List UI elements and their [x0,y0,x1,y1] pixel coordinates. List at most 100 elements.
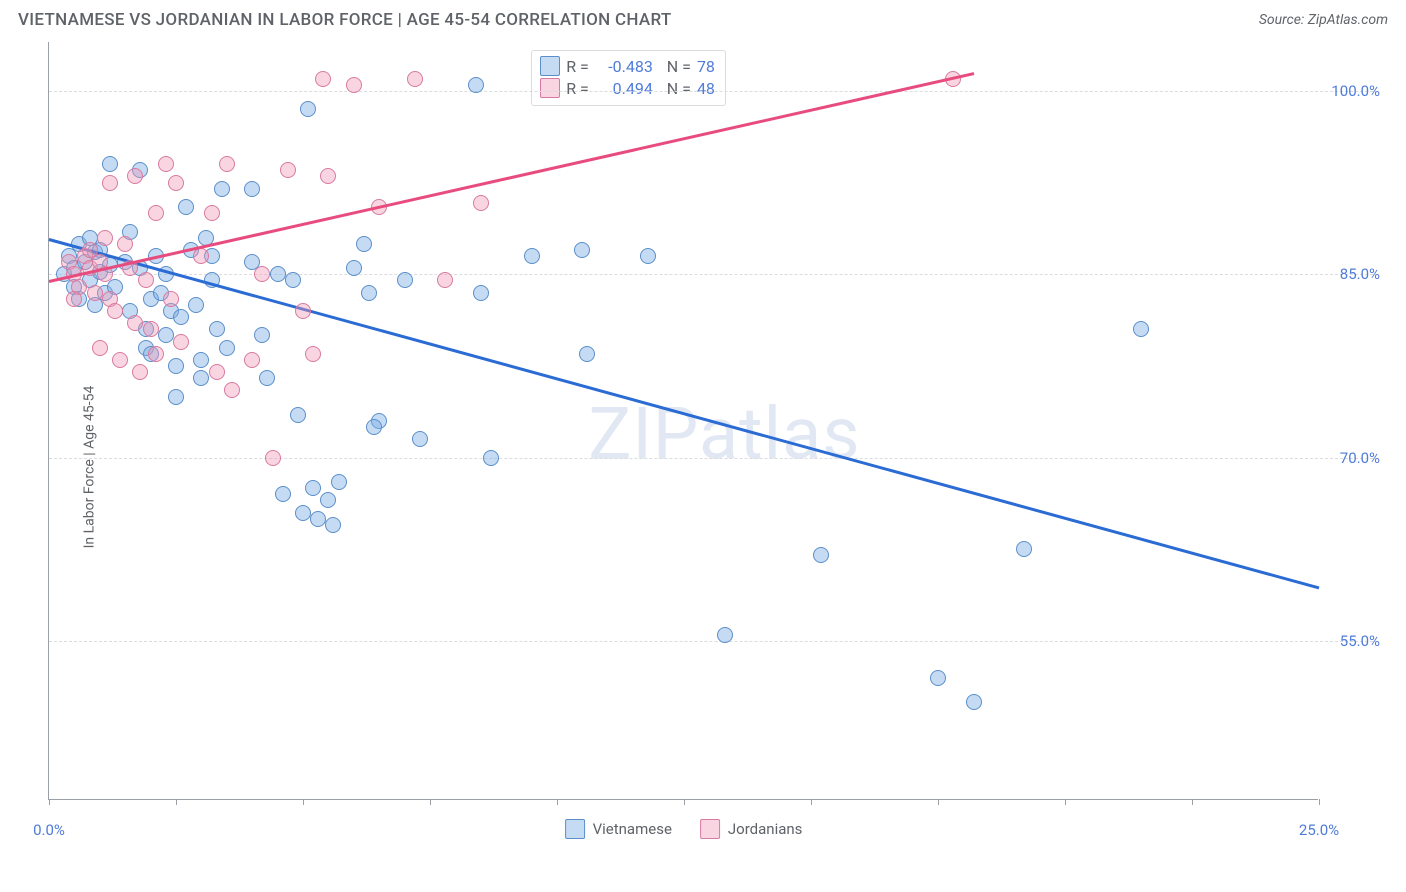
data-point [361,285,377,301]
data-point [346,260,362,276]
swatch-icon [565,819,585,839]
legend-label: Jordanians [728,820,803,838]
data-point [295,505,311,521]
watermark: ZIPatlas [588,391,860,476]
swatch-icon [700,819,720,839]
data-point [244,181,260,197]
swatch-icon [540,56,560,76]
data-point [275,486,291,502]
x-tick [176,799,177,805]
data-point [265,450,281,466]
data-point [305,480,321,496]
x-tick-label: 25.0% [1299,821,1339,839]
data-point [285,272,301,288]
y-tick-label: 100.0% [1331,82,1380,100]
data-point [168,175,184,191]
correlation-stats-box: R = -0.483 N = 78 R = 0.494 N = 48 [531,50,726,106]
data-point [92,340,108,356]
data-point [224,382,240,398]
x-tick [303,799,304,805]
data-point [310,511,326,527]
data-point [254,327,270,343]
data-point [188,297,204,313]
y-tick-label: 70.0% [1340,449,1380,467]
data-point [244,352,260,368]
data-point [112,352,128,368]
data-point [717,627,733,643]
x-tick [938,799,939,805]
x-tick [1065,799,1066,805]
data-point [305,346,321,362]
data-point [331,474,347,490]
legend-label: Vietnamese [593,820,672,838]
data-point [930,670,946,686]
data-point [193,352,209,368]
data-point [280,162,296,178]
data-point [259,370,275,386]
x-tick [1319,799,1320,805]
data-point [117,236,133,252]
data-point [356,236,372,252]
data-point [524,248,540,264]
x-tick-label: 0.0% [33,821,65,839]
data-point [219,340,235,356]
data-point [366,419,382,435]
data-point [295,303,311,319]
data-point [168,358,184,374]
data-point [1133,321,1149,337]
data-point [163,291,179,307]
data-point [143,321,159,337]
data-point [483,450,499,466]
data-point [158,327,174,343]
x-tick [557,799,558,805]
data-point [468,77,484,93]
data-point [209,321,225,337]
data-point [158,156,174,172]
y-tick-label: 55.0% [1340,632,1380,650]
data-point [178,199,194,215]
data-point [579,346,595,362]
data-point [102,156,118,172]
data-point [209,364,225,380]
swatch-icon [540,78,560,98]
data-point [193,370,209,386]
data-point [173,334,189,350]
data-point [107,303,123,319]
data-point [640,248,656,264]
gridline [49,91,1378,92]
data-point [813,547,829,563]
legend: Vietnamese Jordanians [565,819,803,839]
y-tick-label: 85.0% [1340,265,1380,283]
data-point [320,168,336,184]
data-point [574,242,590,258]
data-point [168,389,184,405]
data-point [346,77,362,93]
data-point [407,71,423,87]
data-point [219,156,235,172]
data-point [132,364,148,380]
x-tick [49,799,50,805]
data-point [193,248,209,264]
data-point [473,285,489,301]
data-point [412,431,428,447]
trend-line [49,73,974,283]
data-point [148,205,164,221]
x-tick [811,799,812,805]
data-point [437,272,453,288]
data-point [300,101,316,117]
data-point [97,230,113,246]
data-point [320,492,336,508]
data-point [138,272,154,288]
data-point [127,168,143,184]
data-point [325,517,341,533]
data-point [102,175,118,191]
legend-item-vietnamese: Vietnamese [565,819,672,839]
legend-item-jordanians: Jordanians [700,819,803,839]
gridline [49,274,1378,275]
data-point [966,694,982,710]
data-point [148,346,164,362]
data-point [214,181,230,197]
stats-row: R = -0.483 N = 78 [540,55,715,77]
data-point [254,266,270,282]
data-point [173,309,189,325]
